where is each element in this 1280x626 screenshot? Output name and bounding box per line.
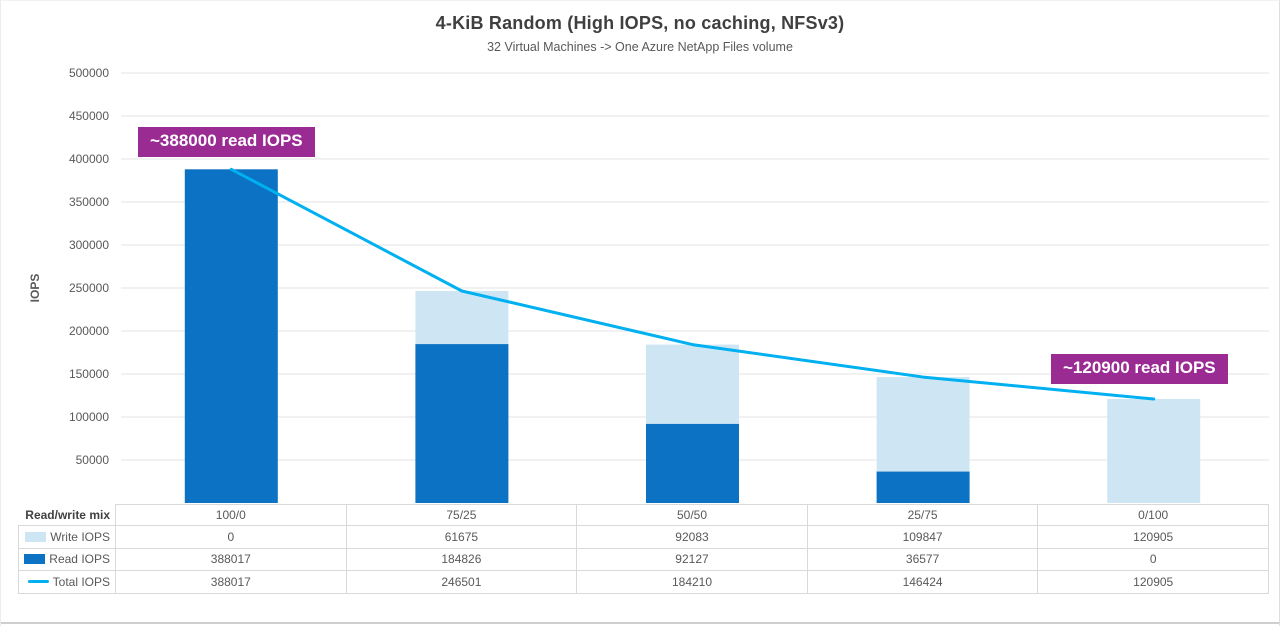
series-label-cell: Read IOPS	[18, 548, 116, 572]
value-cell: 120905	[1038, 571, 1269, 594]
value-cell: 388017	[116, 571, 347, 594]
chart-subtitle: 32 Virtual Machines -> One Azure NetApp …	[487, 40, 793, 54]
write-bar-swatch	[25, 532, 47, 543]
series-label-cell: Total IOPS	[18, 571, 116, 594]
total-line-swatch	[27, 580, 49, 584]
value-cell: 61675	[346, 526, 578, 549]
category-cell: 75/25	[346, 504, 578, 527]
y-tick-label: 150000	[68, 367, 109, 381]
value-cell: 146424	[807, 571, 1039, 594]
y-tick-label: 200000	[68, 324, 109, 338]
value-cell: 0	[116, 526, 347, 549]
bottom-divider	[1, 622, 1279, 624]
value-cell: 246501	[346, 571, 578, 594]
y-tick-label: 100000	[68, 410, 109, 424]
category-cell: 100/0	[116, 504, 347, 527]
table-spacer	[1, 571, 18, 593]
annotation-left: ~388000 read IOPS	[138, 127, 315, 157]
annotation-right: ~120900 read IOPS	[1051, 354, 1228, 384]
read-bar-swatch	[24, 554, 46, 565]
series-label: Write IOPS	[50, 530, 110, 545]
total-iops-line	[229, 167, 1156, 401]
write-iops-bar	[646, 344, 739, 424]
row-header-read-write-mix: Read/write mix	[18, 504, 116, 527]
read-iops-bar	[646, 423, 739, 503]
series-label-cell: Write IOPS	[18, 526, 116, 549]
chart-title: 4-KiB Random (High IOPS, no caching, NFS…	[435, 13, 845, 33]
y-tick-label: 50000	[75, 453, 109, 467]
value-cell: 109847	[807, 526, 1039, 549]
category-cell: 0/100	[1038, 504, 1269, 527]
value-cell: 92127	[577, 548, 808, 572]
value-cell: 36577	[807, 548, 1039, 572]
series-label: Read IOPS	[49, 552, 110, 567]
y-tick-label: 400000	[68, 152, 109, 166]
read-iops-bar	[876, 471, 970, 503]
y-tick-label: 250000	[68, 281, 109, 295]
category-cell: 50/50	[577, 504, 808, 527]
category-cell: 25/75	[807, 504, 1039, 527]
y-tick-label: 500000	[68, 66, 109, 80]
value-cell: 388017	[116, 548, 347, 572]
y-tick-label: 300000	[68, 238, 109, 252]
table-spacer	[1, 504, 18, 526]
value-cell: 184210	[577, 571, 808, 594]
value-cell: 184826	[346, 548, 578, 572]
value-cell: 120905	[1038, 526, 1269, 549]
y-tick-label: 450000	[68, 109, 109, 123]
read-iops-bar	[415, 344, 509, 503]
write-iops-bar	[1107, 399, 1201, 503]
row-header-label: Read/write mix	[25, 507, 110, 522]
y-tick-label: 350000	[68, 195, 109, 209]
table-spacer	[1, 549, 18, 571]
data-table: Read/write mix 100/0 75/25 50/50 25/75 0/100 W…	[1, 504, 1269, 594]
read-iops-bar	[184, 169, 278, 504]
value-cell: 0	[1038, 548, 1269, 572]
series-label: Total IOPS	[52, 574, 110, 589]
value-cell: 92083	[577, 526, 808, 549]
table-spacer	[1, 526, 18, 548]
write-iops-bar	[876, 377, 970, 472]
write-iops-bar	[415, 291, 509, 345]
